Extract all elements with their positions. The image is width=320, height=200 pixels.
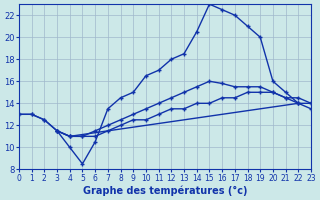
X-axis label: Graphe des températures (°c): Graphe des températures (°c)	[83, 185, 247, 196]
